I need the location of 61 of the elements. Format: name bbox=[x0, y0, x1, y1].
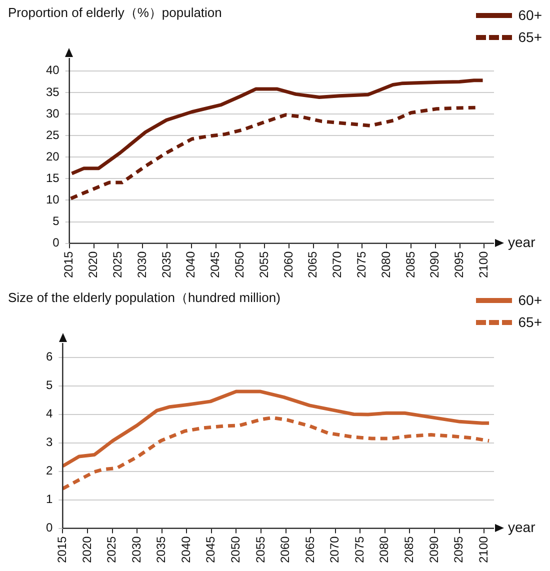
x-tick-label: 2025 bbox=[104, 536, 119, 564]
y-tick-label: 40 bbox=[46, 63, 60, 78]
line-series bbox=[62, 416, 491, 490]
x-tick-label: 2080 bbox=[377, 536, 392, 564]
x-tick-label: 2060 bbox=[281, 250, 296, 278]
y-tick-label: 0 bbox=[52, 236, 60, 250]
y-tick-label: 20 bbox=[46, 149, 60, 164]
x-tick-label: 2065 bbox=[306, 250, 320, 278]
x-axis-title: year bbox=[508, 234, 536, 250]
x-tick-label: 2035 bbox=[159, 250, 174, 278]
y-axis-title: Proportion of elderly（%）population bbox=[8, 4, 223, 22]
y-tick-label: 1 bbox=[46, 492, 53, 506]
x-tick-label: 2055 bbox=[253, 536, 268, 564]
x-tick-label: 2090 bbox=[426, 536, 441, 564]
y-axis-title: Size of the elderly population（hundred million) bbox=[8, 289, 282, 307]
x-tick-label: 2070 bbox=[328, 536, 342, 564]
x-tick-label: 2065 bbox=[302, 536, 317, 564]
y-tick-label: 5 bbox=[46, 378, 53, 392]
y-tick-label: 0 bbox=[46, 520, 53, 535]
x-tick-label: 2095 bbox=[452, 250, 466, 278]
x-tick-label: 2085 bbox=[403, 250, 418, 278]
y-tick-label: 25 bbox=[46, 128, 60, 142]
x-tick-label: 2045 bbox=[204, 536, 218, 564]
x-axis-title: year bbox=[508, 519, 536, 536]
y-tick-label: 3 bbox=[46, 435, 53, 450]
x-tick-label: 2085 bbox=[402, 536, 416, 564]
x-tick-label: 2045 bbox=[208, 250, 222, 278]
x-tick-label: 2030 bbox=[134, 250, 149, 278]
x-tick-label: 2035 bbox=[154, 536, 168, 564]
legend-label: 60+ bbox=[518, 292, 542, 308]
x-tick-label: 2055 bbox=[256, 250, 271, 278]
x-tick-label: 2080 bbox=[378, 250, 393, 278]
legend-label: 60+ bbox=[518, 7, 542, 23]
x-tick-label: 2050 bbox=[228, 536, 243, 564]
legend-label: 65+ bbox=[518, 29, 542, 45]
y-tick-label: 4 bbox=[46, 406, 53, 421]
x-tick-label: 2100 bbox=[476, 250, 491, 278]
x-tick-label: 2075 bbox=[354, 250, 369, 278]
x-tick-label: 2040 bbox=[184, 250, 198, 278]
x-tick-label: 2095 bbox=[452, 536, 466, 564]
x-tick-label: 2015 bbox=[54, 536, 69, 564]
x-tick-label: 2040 bbox=[178, 536, 193, 564]
x-tick-label: 2025 bbox=[110, 250, 124, 278]
x-tick-label: 2090 bbox=[428, 250, 442, 278]
x-tick-label: 2050 bbox=[232, 250, 246, 278]
y-tick-label: 5 bbox=[52, 214, 60, 228]
x-tick-label: 2100 bbox=[476, 536, 490, 564]
x-tick-label: 2075 bbox=[352, 536, 366, 564]
legend-label: 65+ bbox=[518, 314, 542, 330]
y-tick-label: 35 bbox=[46, 84, 60, 99]
x-tick-label: 2030 bbox=[129, 536, 144, 564]
x-tick-label: 2020 bbox=[80, 536, 94, 564]
y-tick-label: 2 bbox=[46, 464, 53, 478]
y-tick-label: 6 bbox=[46, 350, 53, 364]
x-tick-label: 2060 bbox=[278, 536, 292, 564]
x-tick-label: 2020 bbox=[86, 250, 100, 278]
x-tick-label: 2015 bbox=[62, 250, 76, 278]
y-tick-label: 15 bbox=[46, 170, 60, 185]
x-tick-label: 2070 bbox=[330, 250, 344, 278]
y-tick-label: 10 bbox=[46, 192, 60, 207]
y-tick-label: 30 bbox=[46, 106, 60, 120]
